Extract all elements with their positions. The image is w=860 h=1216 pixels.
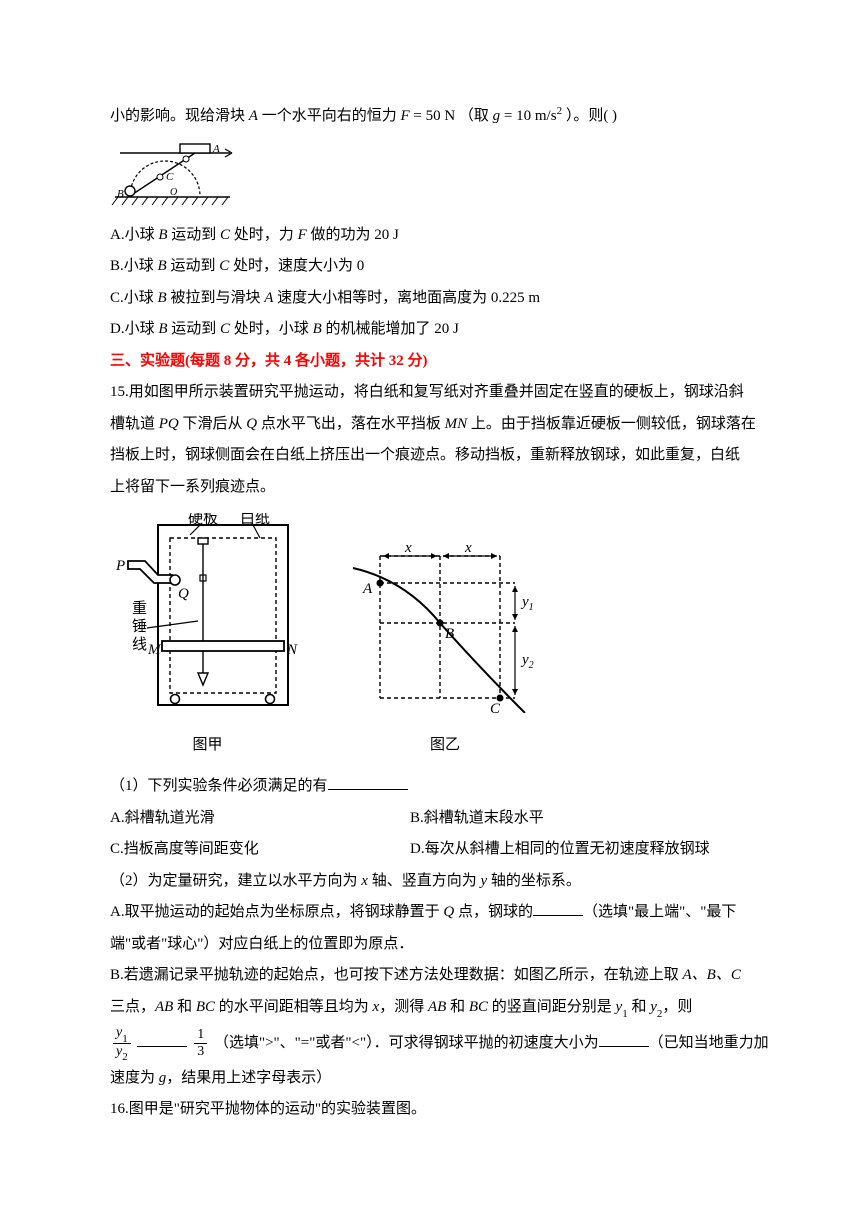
fraction-13: 1 3 bbox=[194, 1027, 207, 1059]
part2-A2: 端"或者"球心"）对应白纸上的位置即为原点． bbox=[110, 929, 800, 961]
option-b: B.小球 B 运动到 C 处时，速度大小为 0 bbox=[110, 251, 800, 283]
svg-text:重: 重 bbox=[132, 600, 147, 617]
svg-text:y1: y1 bbox=[520, 594, 534, 613]
part2-B3: y1 y2 1 3 （选填">"、"="或者"<"）．可求得钢球平抛的初速度大小… bbox=[110, 1024, 800, 1063]
intro-text: 小的影响。现给滑块 A 一个水平向右的恒力 F = 50 N （取 g = 10… bbox=[110, 100, 800, 133]
svg-text:N: N bbox=[286, 642, 298, 658]
part1-text: （1）下列实验条件必须满足的有 bbox=[110, 771, 800, 803]
option-a: A.小球 B 运动到 C 处时，力 F 做的功为 20 J bbox=[110, 220, 800, 252]
blank-4[interactable] bbox=[599, 1032, 649, 1047]
diagram-1-svg: A C B O bbox=[110, 141, 235, 216]
option-d: D.小球 B 运动到 C 处时，小球 B 的机械能增加了 20 J bbox=[110, 314, 800, 346]
svg-text:A: A bbox=[362, 581, 373, 597]
figure-jia-svg: 硬板 白纸 P Q 重 锤 线 M N bbox=[110, 513, 305, 713]
svg-text:B: B bbox=[117, 188, 124, 200]
svg-text:B: B bbox=[445, 626, 454, 642]
svg-text:C: C bbox=[490, 701, 501, 713]
q15-text-4: 上将留下一系列痕迹点。 bbox=[110, 472, 800, 504]
q15-text-2: 槽轨道 PQ 下滑后从 Q 点水平飞出，落在水平挡板 MN 上。由于挡板靠近硬板… bbox=[110, 409, 800, 441]
q15-text-3: 挡板上时，钢球侧面会在白纸上挤压出一个痕迹点。移动挡板，重新释放钢球，如此重复，… bbox=[110, 440, 800, 472]
fig-yi-caption: 图乙 bbox=[345, 730, 545, 762]
svg-text:白纸: 白纸 bbox=[240, 513, 270, 527]
part1-row2: C.挡板高度等间距变化D.每次从斜槽上相同的位置无初速度释放钢球 bbox=[110, 834, 800, 866]
svg-text:锤: 锤 bbox=[132, 618, 147, 635]
blank-3[interactable] bbox=[137, 1032, 187, 1047]
option-c: C.小球 B 被拉到与滑块 A 速度大小相等时，离地面高度为 0.225 m bbox=[110, 283, 800, 315]
part2-intro: （2）为定量研究，建立以水平方向为 x 轴、竖直方向为 y 轴的坐标系。 bbox=[110, 866, 800, 898]
part1-row1: A.斜槽轨道光滑B.斜槽轨道末段水平 bbox=[110, 803, 800, 835]
svg-text:Q: Q bbox=[178, 586, 189, 602]
part2-B2: 三点，AB 和 BC 的水平间距相等且均为 x，测得 AB 和 BC 的竖直间距… bbox=[110, 992, 800, 1024]
svg-text:C: C bbox=[166, 171, 174, 183]
diagram-block-surface: A C B O bbox=[110, 141, 800, 216]
fig-jia-caption: 图甲 bbox=[110, 730, 305, 762]
figure-jia-wrap: 硬板 白纸 P Q 重 锤 线 M N 图甲 bbox=[110, 513, 305, 761]
part2-B1: B.若遗漏记录平抛轨迹的起始点，也可按下述方法处理数据：如图乙所示，在轨迹上取 … bbox=[110, 960, 800, 992]
svg-text:硬板: 硬板 bbox=[188, 513, 218, 527]
part2-tail: 速度为 g，结果用上述字母表示） bbox=[110, 1063, 800, 1095]
svg-text:线: 线 bbox=[132, 636, 147, 653]
svg-text:y2: y2 bbox=[520, 652, 534, 671]
fraction-y1y2: y1 y2 bbox=[113, 1025, 131, 1062]
figure-yi-svg: A B C x x y1 y2 bbox=[345, 538, 545, 713]
svg-text:M: M bbox=[147, 642, 162, 658]
figure-yi-wrap: A B C x x y1 y2 图乙 bbox=[345, 538, 545, 761]
svg-text:A: A bbox=[212, 143, 220, 155]
svg-text:x: x bbox=[404, 540, 412, 556]
blank-1[interactable] bbox=[328, 775, 408, 790]
svg-text:x: x bbox=[464, 540, 472, 556]
figures-row: 硬板 白纸 P Q 重 锤 线 M N 图甲 bbox=[110, 513, 800, 761]
section-3-header: 三、实验题(每题 8 分，共 4 各小题，共计 32 分) bbox=[110, 346, 800, 378]
q16-text: 16.图甲是"研究平抛物体的运动"的实验装置图。 bbox=[110, 1094, 800, 1126]
q15-text: 15.用如图甲所示装置研究平抛运动，将白纸和复写纸对齐重叠并固定在竖直的硬板上，… bbox=[110, 377, 800, 409]
blank-2[interactable] bbox=[533, 901, 583, 916]
svg-text:P: P bbox=[115, 558, 125, 574]
part2-A: A.取平抛运动的起始点为坐标原点，将钢球静置于 Q 点，钢球的（选填"最上端"、… bbox=[110, 897, 800, 929]
